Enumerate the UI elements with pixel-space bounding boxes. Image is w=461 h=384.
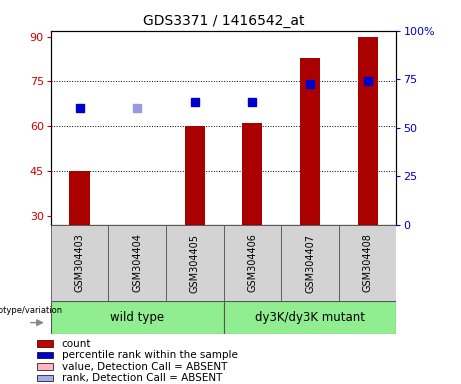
Bar — [108, 225, 166, 301]
Text: GSM304404: GSM304404 — [132, 233, 142, 293]
Text: genotype/variation: genotype/variation — [0, 306, 63, 315]
Bar — [51, 225, 108, 301]
Bar — [358, 37, 378, 225]
Text: value, Detection Call = ABSENT: value, Detection Call = ABSENT — [62, 362, 227, 372]
Text: GSM304403: GSM304403 — [75, 233, 84, 293]
Bar — [166, 225, 224, 301]
Bar — [300, 58, 320, 225]
Bar — [185, 126, 205, 225]
Title: GDS3371 / 1416542_at: GDS3371 / 1416542_at — [143, 14, 304, 28]
Bar — [339, 225, 396, 301]
Text: rank, Detection Call = ABSENT: rank, Detection Call = ABSENT — [62, 373, 222, 383]
Bar — [37, 341, 53, 347]
Bar — [37, 352, 53, 358]
Bar — [37, 375, 53, 381]
Text: percentile rank within the sample: percentile rank within the sample — [62, 350, 238, 360]
Text: dy3K/dy3K mutant: dy3K/dy3K mutant — [255, 311, 365, 324]
Bar — [224, 301, 396, 334]
Bar — [224, 225, 281, 301]
Text: wild type: wild type — [110, 311, 164, 324]
Bar — [70, 171, 89, 225]
Text: GSM304405: GSM304405 — [190, 233, 200, 293]
Text: GSM304406: GSM304406 — [248, 233, 257, 293]
Text: count: count — [62, 339, 91, 349]
Text: GSM304408: GSM304408 — [363, 233, 372, 293]
Text: GSM304407: GSM304407 — [305, 233, 315, 293]
Bar — [51, 301, 224, 334]
Bar — [242, 123, 262, 225]
Bar — [281, 225, 339, 301]
Bar — [37, 364, 53, 370]
